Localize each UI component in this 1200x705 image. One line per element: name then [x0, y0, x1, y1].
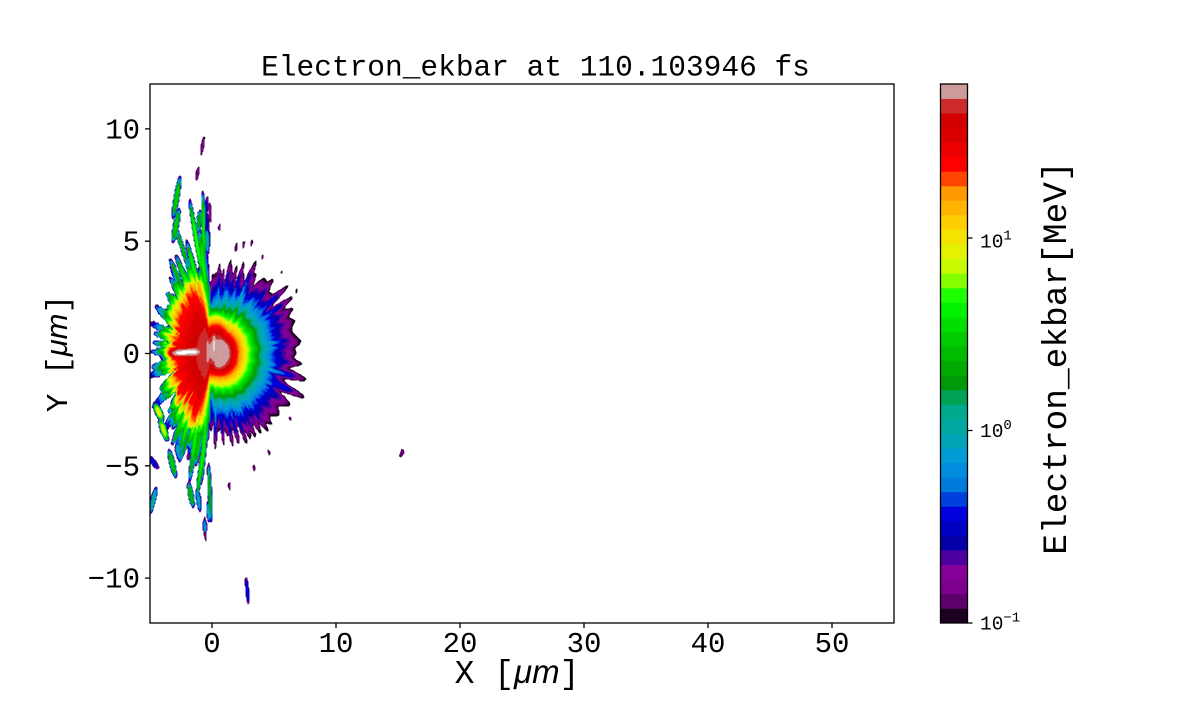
svg-text:0: 0 [123, 339, 140, 372]
svg-text:−5: −5 [105, 451, 140, 484]
svg-text:Electron_ekbar[MeV]: Electron_ekbar[MeV] [1038, 161, 1077, 554]
svg-text:Y [μm]: Y [μm] [39, 295, 77, 412]
svg-text:40: 40 [691, 628, 726, 661]
svg-text:Electron_ekbar at 110.103946 f: Electron_ekbar at 110.103946 fs [261, 51, 810, 85]
svg-text:30: 30 [567, 628, 602, 661]
svg-text:10: 10 [319, 628, 354, 661]
svg-text:50: 50 [815, 628, 850, 661]
svg-text:−10: −10 [88, 564, 140, 597]
svg-text:20: 20 [443, 628, 478, 661]
svg-text:5: 5 [123, 227, 140, 260]
svg-text:10: 10 [105, 114, 140, 147]
svg-text:X [μm]: X [μm] [455, 653, 580, 693]
svg-text:0: 0 [203, 628, 220, 661]
